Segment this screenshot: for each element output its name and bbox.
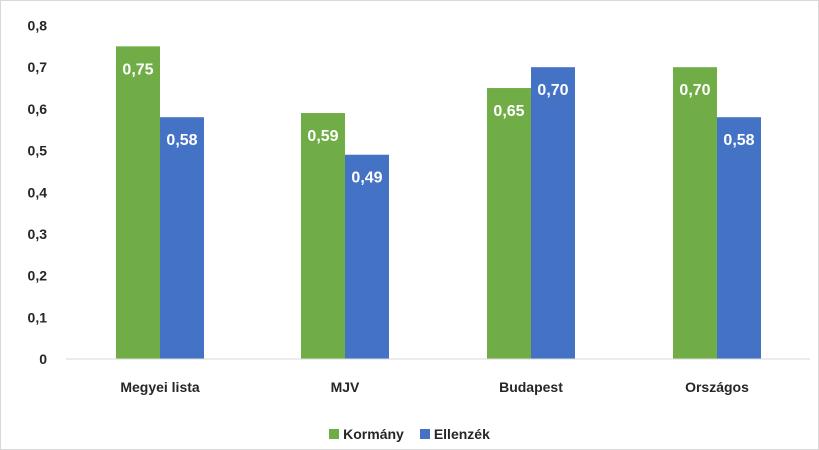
data-label: 0,75 <box>122 61 153 78</box>
x-category-label: Megyei lista <box>120 379 200 395</box>
y-axis-tick-labels: 0 0,1 0,2 0,3 0,4 0,5 0,6 0,7 0,8 <box>28 18 48 368</box>
legend-swatch-ellenzek <box>419 429 430 439</box>
bar-ellenzek <box>345 154 389 359</box>
y-tick-label: 0,3 <box>28 226 48 242</box>
y-tick-label: 0,1 <box>28 309 48 325</box>
legend-label-kormany: Kormány <box>343 426 404 442</box>
legend-label-ellenzek: Ellenzék <box>433 426 490 442</box>
bars <box>116 46 761 360</box>
legend: Kormány Ellenzék <box>0 424 819 444</box>
legend-item-ellenzek: Ellenzék <box>419 426 490 442</box>
legend-swatch-kormany <box>329 429 340 439</box>
y-tick-label: 0,5 <box>28 143 48 159</box>
data-label: 0,58 <box>723 132 754 149</box>
x-category-label: Országos <box>685 379 749 395</box>
y-tick-label: 0,7 <box>28 59 48 75</box>
bar-kormany <box>487 88 531 359</box>
data-labels: 0,75 0,59 0,65 0,70 0,58 0,49 0,70 0,58 <box>122 61 754 186</box>
x-category-label: MJV <box>331 379 360 395</box>
data-label: 0,49 <box>351 170 382 187</box>
y-tick-label: 0,6 <box>28 101 48 117</box>
data-label: 0,70 <box>679 82 710 99</box>
data-label: 0,65 <box>493 103 524 120</box>
bar-kormany <box>116 46 160 359</box>
data-label: 0,58 <box>166 132 197 149</box>
y-tick-label: 0 <box>39 351 47 367</box>
category-labels: Megyei lista MJV Budapest Országos <box>120 379 749 395</box>
bar-kormany <box>301 113 345 359</box>
data-label: 0,70 <box>537 82 568 99</box>
bar-ellenzek <box>160 117 204 360</box>
y-tick-label: 0,8 <box>28 18 48 34</box>
x-category-label: Budapest <box>499 379 563 395</box>
bar-kormany <box>673 67 717 359</box>
bar-ellenzek <box>717 117 761 360</box>
y-tick-label: 0,4 <box>28 184 48 200</box>
y-tick-label: 0,2 <box>28 268 48 284</box>
data-label: 0,59 <box>307 128 338 145</box>
bar-ellenzek <box>531 67 575 359</box>
legend-item-kormany: Kormány <box>329 426 404 442</box>
